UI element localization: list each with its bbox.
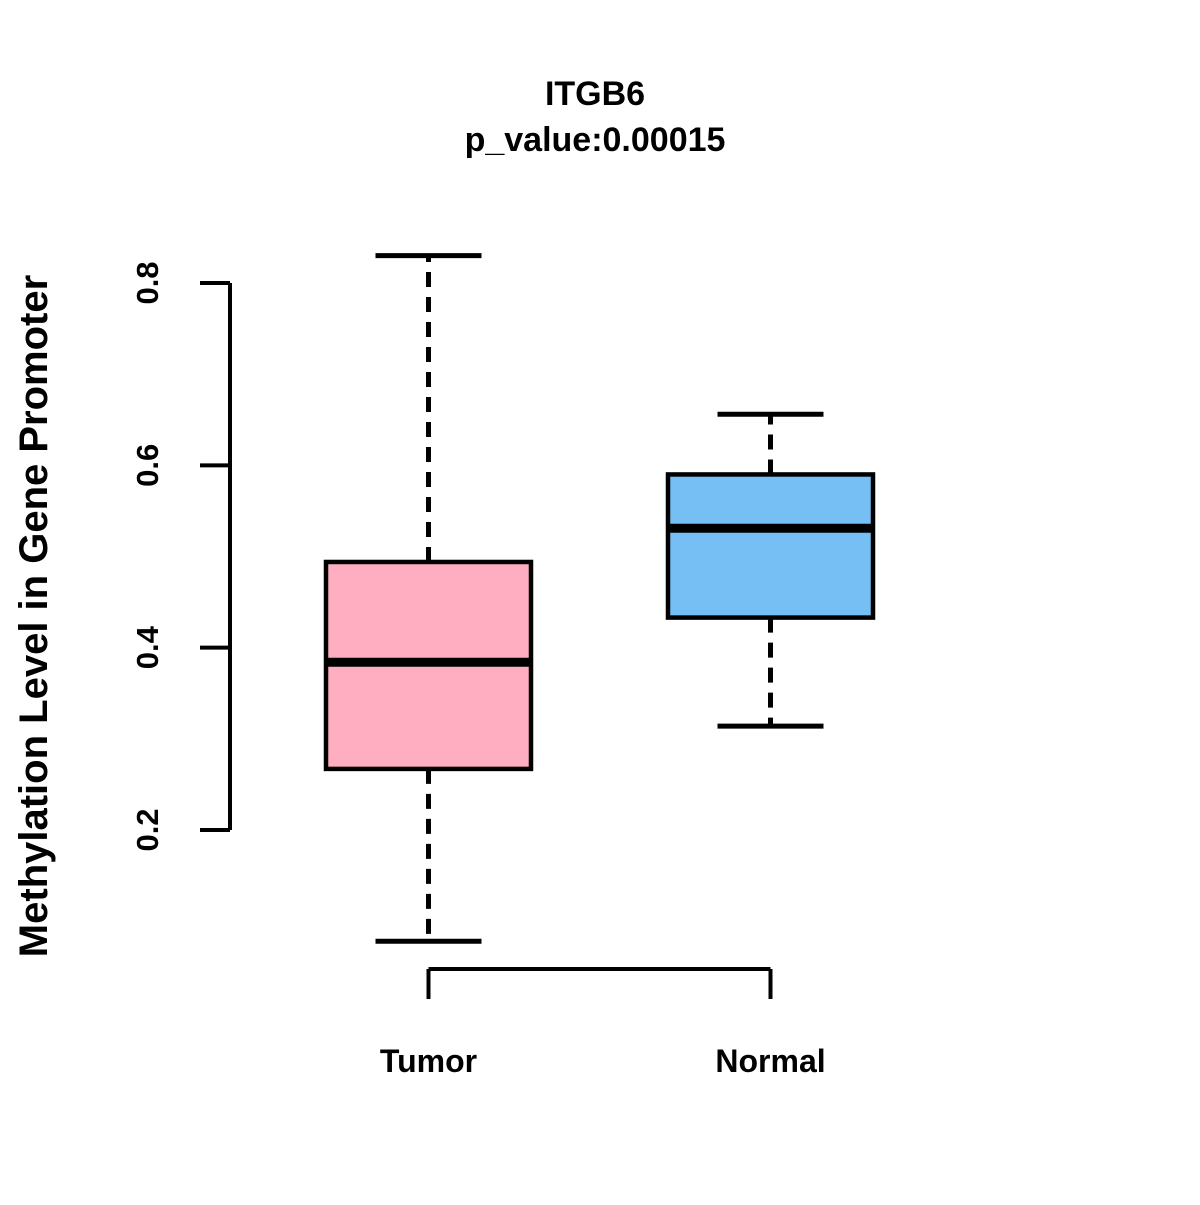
x-axis-labels: Tumor Normal [380, 1043, 826, 1079]
y-tick-label: 0.4 [130, 625, 165, 669]
y-tick-label: 0.6 [130, 444, 165, 487]
box-group-tumor [323, 253, 534, 944]
boxes-layer [323, 253, 876, 944]
y-axis: 0.2 0.4 0.6 0.8 [130, 261, 232, 852]
y-tick-label: 0.8 [130, 261, 165, 304]
y-tick-label: 0.2 [130, 808, 165, 851]
x-axis [426, 967, 773, 999]
y-axis-label: Methylation Level in Gene Promoter [12, 275, 56, 957]
chart-subtitle: p_value:0.00015 [465, 121, 726, 159]
x-category-label-tumor: Tumor [380, 1043, 477, 1079]
chart-title: ITGB6 [545, 75, 645, 113]
x-category-label-normal: Normal [715, 1043, 825, 1079]
box-group-normal [665, 411, 876, 729]
iqr-box [665, 472, 876, 620]
